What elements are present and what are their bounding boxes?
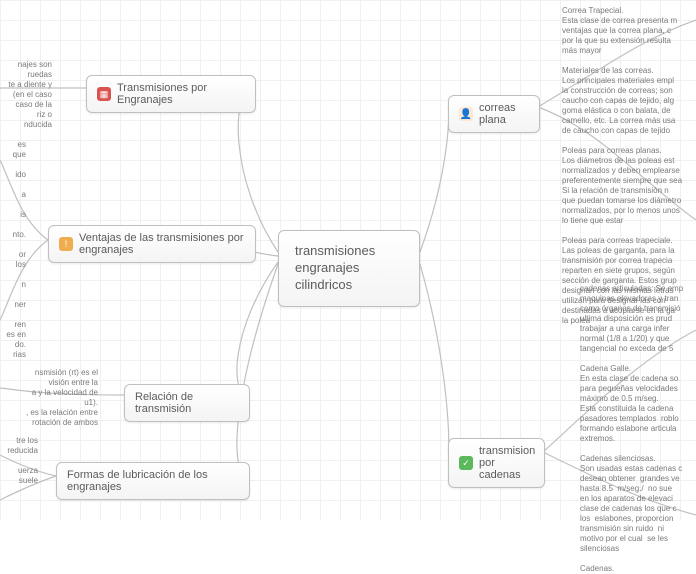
node-label: Transmisiones por Engranajes (117, 82, 245, 106)
center-node[interactable]: transmisiones engranajes cilindricos (278, 230, 420, 307)
cutoff-right-2: cadenas articuladas: Se emp maquinas ele… (580, 284, 696, 574)
cutoff-left-4: tre los reducida uerza suele (0, 436, 38, 486)
node-label: transmision por cadenas (479, 445, 535, 481)
calendar-icon: ▦ (97, 87, 111, 101)
warning-icon: ! (59, 237, 73, 251)
node-correas[interactable]: correas plana (448, 95, 540, 133)
person-icon (459, 107, 473, 121)
node-relacion[interactable]: Relación de transmisión (124, 384, 250, 422)
check-icon: ✓ (459, 456, 473, 470)
node-ventajas[interactable]: ! Ventajas de las transmisiones por engr… (48, 225, 256, 263)
cutoff-left-2: es que ido a is nto. or los n ner ren es… (0, 140, 26, 360)
node-label: Relación de transmisión (135, 391, 239, 415)
cutoff-left-3: nsmisión (rt) es el visión entre la a y … (0, 368, 98, 428)
cutoff-right-1: Correa Trapecial. Esta clase de correa p… (562, 6, 696, 326)
node-cadenas[interactable]: ✓ transmision por cadenas (448, 438, 545, 488)
node-lubricacion[interactable]: Formas de lubricación de los engranajes (56, 462, 250, 500)
node-engranajes[interactable]: ▦ Transmisiones por Engranajes (86, 75, 256, 113)
node-label: Formas de lubricación de los engranajes (67, 469, 239, 493)
cutoff-left-1: najes son ruedas te a diente y (en el ca… (0, 60, 52, 130)
node-label: Ventajas de las transmisiones por engran… (79, 232, 245, 256)
node-label: correas plana (479, 102, 529, 126)
center-title: transmisiones engranajes cilindricos (295, 243, 403, 294)
